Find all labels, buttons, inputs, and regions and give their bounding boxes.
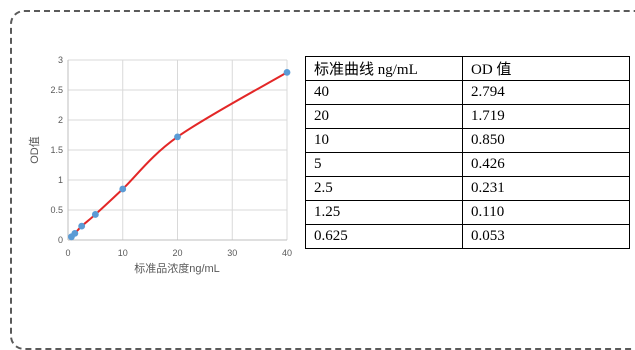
table-row: 0.625 0.053: [305, 224, 630, 249]
axes: [67, 60, 287, 241]
od-cell: 0.053: [462, 224, 630, 249]
standard-curve-chart: 0 10 20 30 40 0 0.5 1 1.5 2 2.5 3 标准品浓度ng/mL OD值: [28, 55, 292, 275]
od-cell: 0.231: [462, 176, 630, 201]
concentration-cell: 1.25: [305, 200, 463, 225]
data-point: [91, 211, 99, 218]
table-row: 5 0.426: [305, 152, 630, 177]
od-cell: 2.794: [462, 80, 630, 105]
table-row: 20 1.719: [305, 104, 630, 129]
y-axis-label: OD值: [28, 136, 41, 164]
od-cell: 0.110: [462, 200, 630, 225]
y-tick-labels: 0 0.5 1 1.5 2 2.5 3: [50, 55, 63, 245]
table-row: 40 2.794: [305, 80, 630, 105]
y-tick-label: 3: [58, 55, 63, 65]
x-tick-label: 40: [282, 248, 292, 258]
table-header-row: 标准曲线 ng/mL OD 值: [305, 56, 630, 81]
y-tick-label: 2: [58, 115, 63, 125]
header-concentration: 标准曲线 ng/mL: [305, 56, 463, 81]
table-row: 1.25 0.110: [305, 200, 630, 225]
concentration-cell: 0.625: [305, 224, 463, 249]
y-tick-label: 0: [58, 235, 63, 245]
table-row: 10 0.850: [305, 128, 630, 153]
y-tick-label: 2.5: [50, 85, 63, 95]
concentration-cell: 40: [305, 80, 463, 105]
data-point: [283, 68, 291, 76]
od-cell: 1.719: [462, 104, 630, 129]
data-point: [174, 133, 181, 141]
y-tick-label: 0.5: [50, 205, 63, 215]
data-point: [71, 230, 79, 237]
concentration-cell: 2.5: [305, 176, 463, 201]
data-point: [119, 185, 127, 193]
concentration-cell: 5: [305, 152, 463, 177]
data-point: [78, 222, 86, 230]
grid-lines: [68, 59, 288, 240]
x-tick-label: 0: [65, 248, 70, 258]
od-cell: 0.850: [462, 128, 630, 153]
x-tick-label: 30: [227, 248, 237, 258]
x-axis-label: 标准品浓度ng/mL: [134, 261, 220, 275]
data-points: [68, 68, 291, 241]
concentration-cell: 10: [305, 128, 463, 153]
x-tick-label: 10: [118, 248, 128, 258]
od-cell: 0.426: [462, 152, 630, 177]
table-row: 2.5 0.231: [305, 176, 630, 201]
y-tick-label: 1: [58, 175, 63, 185]
header-od: OD 值: [462, 56, 630, 81]
concentration-cell: 20: [305, 104, 463, 129]
standard-curve-table: 标准曲线 ng/mL OD 值 40 2.794 20 1.719 10 0.850 …: [305, 56, 630, 249]
y-tick-label: 1.5: [50, 145, 63, 155]
fit-curve: [70, 71, 288, 238]
x-tick-label: 20: [172, 248, 182, 258]
x-tick-labels: 0 10 20 30 40: [65, 248, 292, 258]
